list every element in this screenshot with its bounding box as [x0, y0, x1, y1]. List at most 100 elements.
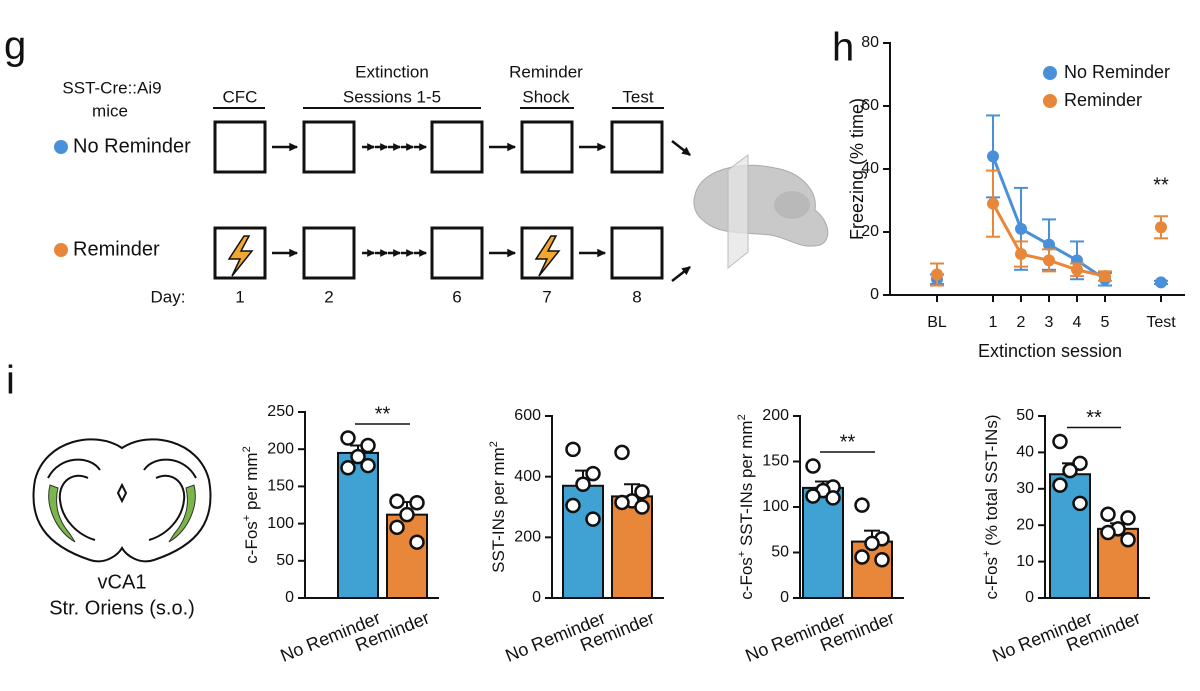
day-label: Day: — [151, 287, 186, 306]
y-tick-label: 0 — [870, 286, 879, 303]
data-point — [1100, 506, 1116, 523]
marker — [1043, 238, 1055, 251]
y-tick-label: 60 — [861, 97, 879, 114]
y-tick-label: 150 — [267, 478, 294, 495]
arrow-head — [367, 143, 376, 151]
bar — [337, 451, 379, 600]
y-tick-label: 0 — [780, 589, 789, 606]
data-point — [825, 490, 841, 506]
y-axis-label: c-Fos+ (% total SST-INs) — [981, 415, 1002, 600]
arrow-head — [419, 249, 428, 257]
region-label: Str. Oriens (s.o.) — [49, 597, 195, 619]
x-tick-label: 1 — [989, 314, 998, 331]
stage-label: Extinction — [355, 62, 429, 81]
day: 1 — [235, 287, 244, 306]
x-tick-label: 2 — [1017, 314, 1026, 331]
stage-label: Shock — [522, 87, 570, 106]
day: 8 — [632, 287, 641, 306]
data-point — [854, 549, 870, 565]
schematic-shapes — [213, 107, 691, 282]
y-axis-label-part: 2 — [736, 414, 748, 420]
marker — [1155, 221, 1167, 234]
legend-label: No Reminder — [1064, 62, 1170, 82]
data-point — [864, 535, 880, 552]
y-tick-label: 250 — [267, 403, 294, 420]
marker — [1043, 254, 1055, 267]
day: 6 — [452, 287, 461, 306]
day: 7 — [542, 287, 551, 306]
arrow-head — [419, 143, 428, 151]
y-axis-label-part: c-Fos — [982, 557, 1001, 600]
data-point — [360, 437, 376, 454]
x-tick-label: 4 — [1073, 314, 1082, 331]
data-point — [634, 499, 650, 515]
y-axis-label-part: 2 — [241, 446, 253, 452]
data-point — [585, 511, 601, 527]
data-point — [409, 495, 425, 511]
data-point — [340, 430, 356, 446]
data-point — [1052, 477, 1068, 493]
marker — [987, 150, 999, 163]
stage-label: Test — [622, 87, 653, 106]
x-axis-label: Extinction session — [978, 341, 1122, 361]
data-point — [1120, 510, 1136, 526]
arrow-head — [507, 142, 517, 152]
mouse-line: SST-Cre::Ai9 — [62, 78, 161, 97]
y-axis-label-part: c-Fos — [242, 521, 261, 564]
data-point — [1062, 462, 1078, 479]
data-point — [634, 484, 650, 500]
y-tick-label: 600 — [514, 407, 541, 424]
data-point — [340, 460, 356, 476]
data-point — [585, 465, 601, 482]
data-point — [614, 494, 630, 511]
y-tick-label: 20 — [861, 223, 879, 240]
y-tick-label: 50 — [771, 544, 789, 561]
y-tick-label: 0 — [532, 589, 541, 606]
y-axis-label-part: per mm — [242, 452, 261, 514]
y-tick-label: 20 — [1016, 516, 1034, 533]
data-point — [1072, 455, 1088, 472]
y-tick-label: 50 — [1016, 407, 1034, 424]
y-tick-label: 40 — [861, 160, 879, 177]
brain-illustration — [693, 154, 829, 270]
data-point — [360, 457, 376, 474]
x-tick-label: BL — [927, 314, 947, 331]
panel-label: h — [832, 26, 854, 70]
mouse-word: mice — [92, 101, 128, 120]
y-axis-label-part: + — [736, 551, 748, 557]
region-illustration — [32, 438, 212, 563]
y-tick-label: 0 — [1025, 589, 1034, 606]
y-tick-label: 400 — [514, 468, 541, 485]
arrow-head — [597, 248, 607, 258]
data-point — [805, 488, 821, 504]
panel-label: g — [4, 24, 26, 68]
stage-label: Reminder — [509, 62, 583, 81]
stage-label: CFC — [223, 87, 258, 106]
data-point — [1100, 524, 1116, 541]
y-axis-label-part: c-Fos — [737, 557, 756, 600]
y-axis-label-part: (% total SST-INs) — [982, 415, 1001, 551]
data-point — [409, 534, 425, 550]
panel-label: i — [6, 359, 15, 403]
group-label: Reminder — [73, 238, 160, 260]
significance: ** — [840, 431, 856, 453]
arrow-head — [289, 142, 299, 152]
marker — [1071, 263, 1083, 276]
marker — [987, 197, 999, 210]
y-tick-label: 30 — [1016, 480, 1034, 497]
y-tick-label: 0 — [285, 589, 294, 606]
x-tick-label: 5 — [1101, 314, 1110, 331]
data-point — [565, 441, 581, 458]
arrow-head — [380, 249, 389, 257]
y-axis-label-part: + — [241, 515, 253, 521]
arrow-head — [406, 249, 415, 257]
data-point — [389, 493, 405, 510]
significance: ** — [375, 403, 391, 425]
marker — [931, 268, 943, 281]
y-tick-label: 150 — [762, 453, 789, 470]
data-point — [350, 448, 366, 465]
y-axis-label: Freezing (% time) — [847, 98, 867, 240]
y-axis-label: c-Fos+ SST-INs per mm2 — [736, 414, 757, 599]
x-tick-label: Test — [1146, 314, 1176, 331]
